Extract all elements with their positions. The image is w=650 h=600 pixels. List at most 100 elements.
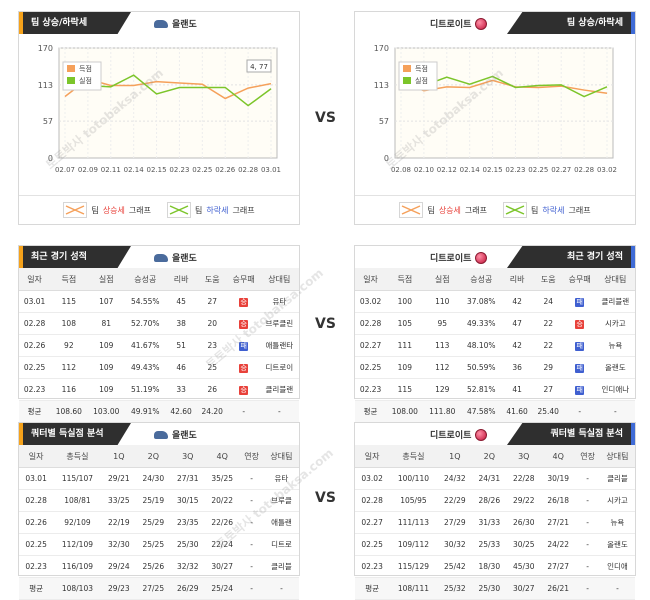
x-tick-label: 02.15 xyxy=(483,166,503,174)
team-label-left: 올랜도 xyxy=(154,251,197,264)
column-header: 승무패 xyxy=(563,268,596,291)
table-cell: 81 xyxy=(87,312,125,335)
table-cell: 24.20 xyxy=(196,400,228,423)
x-tick-label: 02.07 xyxy=(55,166,75,174)
legend-swatch xyxy=(403,77,411,84)
table-row: 02.25 109/112 30/32 25/33 30/25 24/22- 올랜도 xyxy=(355,533,635,556)
table-cell: - xyxy=(575,555,600,578)
table-cell: 38 xyxy=(165,312,197,335)
column-header: 득점 xyxy=(386,268,424,291)
trend-down-icon xyxy=(167,202,191,218)
table-cell: 02.23 xyxy=(19,378,51,401)
x-tick-label: 02.26 xyxy=(215,166,236,174)
table-cell: 02.23 xyxy=(355,378,387,401)
column-header: 3Q xyxy=(170,445,205,468)
table-cell: 113 xyxy=(423,334,461,357)
table-cell: 02.27 xyxy=(355,511,390,534)
table-cell: 25/29 xyxy=(136,511,171,534)
legend-label: 실점 xyxy=(415,76,428,85)
win-badge: 승 xyxy=(239,297,249,307)
column-header: 득점 xyxy=(50,268,88,291)
magic-logo-icon xyxy=(154,430,168,439)
column-header: 승무패 xyxy=(227,268,260,291)
table-cell: 유타 xyxy=(263,467,299,490)
table-cell: 112 xyxy=(423,356,461,379)
table-cell: 30/15 xyxy=(170,489,205,512)
table-cell: 02.28 xyxy=(19,312,51,335)
y-tick-label: 170 xyxy=(374,44,389,53)
trend-down-icon xyxy=(503,202,527,218)
y-tick-label: 113 xyxy=(374,81,389,90)
table-cell: 116 xyxy=(50,378,88,401)
table-cell: 인디애 xyxy=(599,555,635,578)
table-cell: 32/32 xyxy=(170,555,205,578)
tooltip-text: 4, 77 xyxy=(250,63,268,71)
table-cell: - xyxy=(239,533,264,556)
table-cell: 25/19 xyxy=(136,489,171,512)
pistons-logo-icon xyxy=(475,251,488,264)
legend-box xyxy=(62,61,102,91)
magic-logo-icon xyxy=(154,19,168,28)
loss-badge: 패 xyxy=(575,385,585,395)
table-cell: 27/27 xyxy=(540,555,576,578)
table-cell: 37.08% xyxy=(460,290,502,313)
table-cell: 평균 xyxy=(355,400,387,423)
trend-panel-right: 디트로이트 팀 상승/하락세 170 113 57 0 02.08 02.10 02.12 0… xyxy=(354,11,636,225)
table-cell: - xyxy=(239,555,264,578)
table-cell: 25/25 xyxy=(136,533,171,556)
legend-swatch xyxy=(67,65,75,72)
table-cell: 승 xyxy=(227,356,260,379)
quarter-title: 쿼터별 득실점 분석 xyxy=(19,423,131,445)
team-label-right: 디트로이트 xyxy=(430,428,488,441)
team-label-left: 올랜도 xyxy=(154,428,197,441)
table-cell: 애틀랜 xyxy=(263,511,299,534)
legend-label: 실점 xyxy=(79,76,92,85)
table-cell: 27/21 xyxy=(540,511,576,534)
column-header: 2Q xyxy=(472,445,507,468)
table-cell: 100 xyxy=(386,290,424,313)
column-header: 상대팀 xyxy=(595,268,635,291)
table-cell: 23/35 xyxy=(170,511,205,534)
table-row: 02.23 116 109 51.19% 33 26 승 클리블랜 xyxy=(19,378,299,401)
table-cell: 33 xyxy=(165,378,197,401)
table-cell: 116/109 xyxy=(53,555,102,578)
table-cell: 24/31 xyxy=(472,467,507,490)
table-cell: 02.26 xyxy=(19,334,51,357)
table-cell: 03.01 xyxy=(19,290,51,313)
column-header: 일자 xyxy=(355,268,387,291)
table-cell: 25 xyxy=(196,356,228,379)
table-cell: 평균 xyxy=(19,400,51,423)
column-header: 1Q xyxy=(437,445,473,468)
table-cell: 47 xyxy=(501,312,533,335)
column-header: 상대팀 xyxy=(259,268,299,291)
trend-up-icon xyxy=(399,202,424,218)
trend-title-right: 팀 상승/하락세 xyxy=(507,12,635,34)
table-cell: 109 xyxy=(87,356,125,379)
table-cell: 클리블랜 xyxy=(259,378,299,401)
trend-legend-right: 팀 상승세 그래프 팀 하락세 그래프 xyxy=(355,195,635,224)
table-cell: 111 xyxy=(386,334,424,357)
table-cell: 115/107 xyxy=(53,467,102,490)
column-header: 상대팀 xyxy=(263,445,299,468)
column-header: 4Q xyxy=(540,445,576,468)
table-cell: 시카고 xyxy=(595,312,635,335)
table-cell: 승 xyxy=(227,378,260,401)
table-cell: 뉴욕 xyxy=(595,334,635,357)
table-cell: 42 xyxy=(501,334,533,357)
team-label-right: 디트로이트 xyxy=(430,251,488,264)
table-cell: 92 xyxy=(50,334,88,357)
table-cell: 22/26 xyxy=(204,511,240,534)
table-cell: 108/81 xyxy=(53,489,102,512)
table-cell: 108 xyxy=(50,312,88,335)
table-cell: 25.40 xyxy=(532,400,564,423)
table-cell: 24 xyxy=(532,290,564,313)
column-header: 실점 xyxy=(87,268,125,291)
x-tick-label: 02.25 xyxy=(528,166,548,174)
table-cell: 92/109 xyxy=(53,511,102,534)
table-cell: - xyxy=(227,400,260,423)
quarter-table-left: 일자 총득실 1Q 2Q 3Q 4Q 연장 상대팀 03.01 115/107 29/21 24/3… xyxy=(19,445,299,600)
table-cell: - xyxy=(595,400,635,423)
table-cell: 108.60 xyxy=(50,400,88,423)
trend-panel-left: 팀 상승/하락세 올랜도 170 113 57 0 02.07 02.09 02.11 02.… xyxy=(18,11,300,225)
